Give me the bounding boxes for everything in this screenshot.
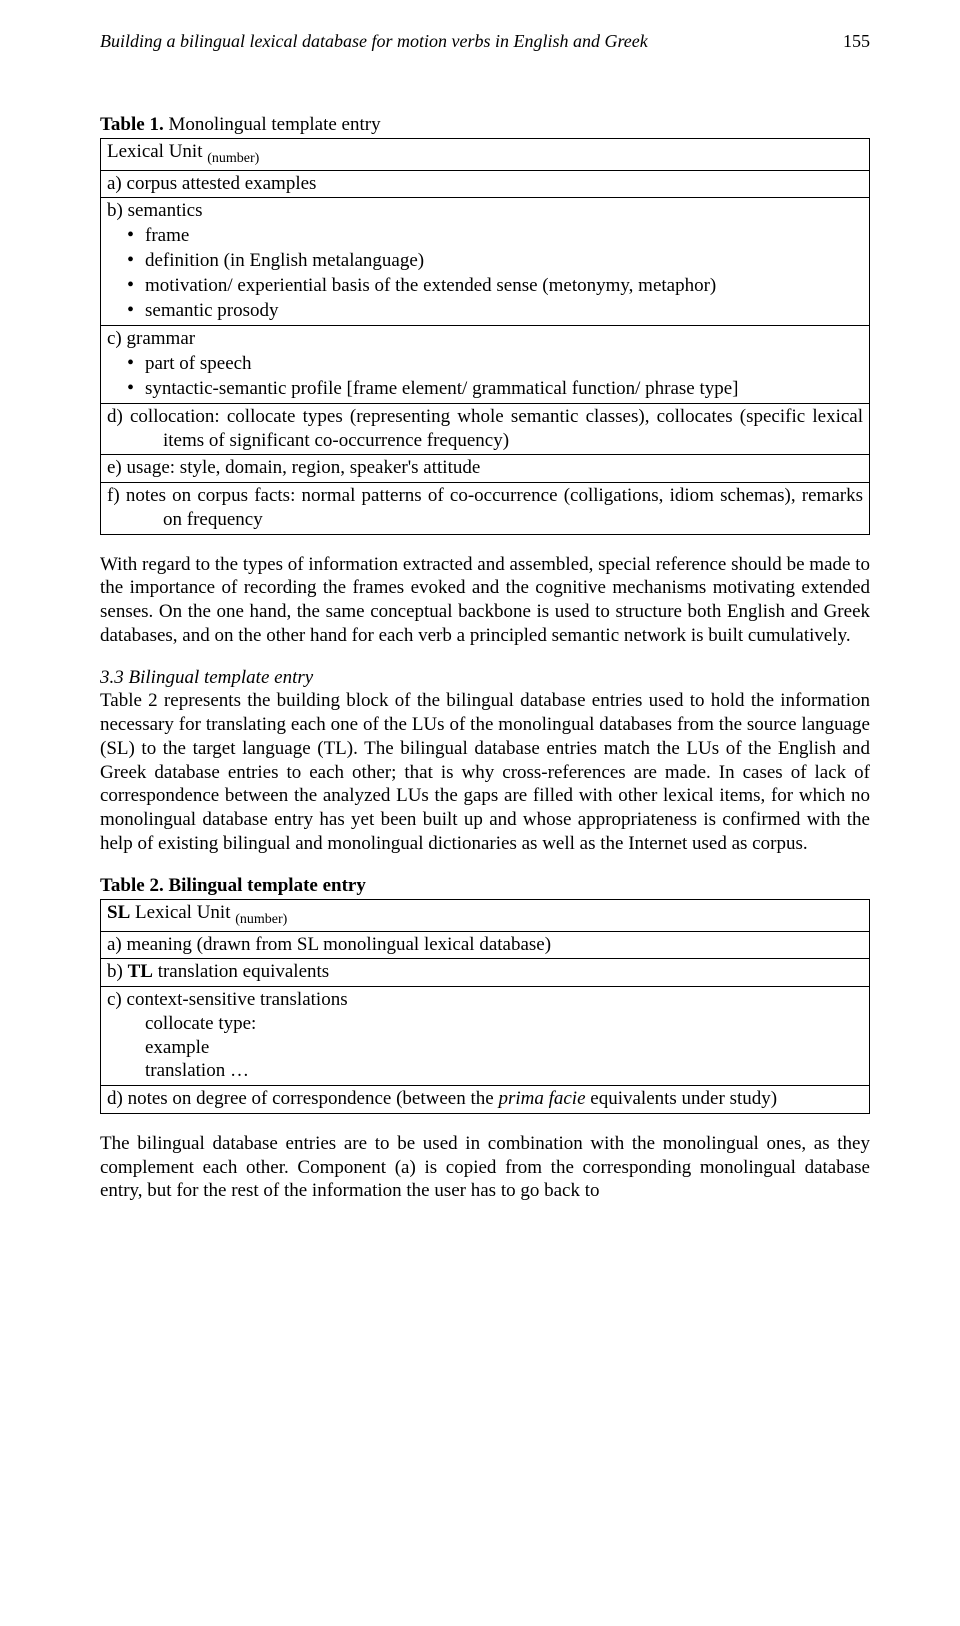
table1-row-d: d) collocation: collocate types (represe…: [101, 403, 870, 455]
table1-c-profile: syntactic-semantic profile [frame elemen…: [145, 376, 863, 401]
table2-b-prefix: b): [107, 961, 128, 982]
table1-c-head: c) grammar: [107, 327, 863, 351]
table2-caption: Table 2. Bilingual template entry: [100, 874, 870, 898]
table2: SL Lexical Unit (number) a) meaning (dra…: [100, 899, 870, 1114]
section-3-3: 3.3 Bilingual template entry Table 2 rep…: [100, 666, 870, 856]
table1-row-e: e) usage: style, domain, region, speaker…: [101, 455, 870, 483]
table2-row-d: d) notes on degree of correspondence (be…: [101, 1086, 870, 1114]
table2-sl-bold: SL: [107, 902, 130, 923]
table1-row-lexical-unit: Lexical Unit (number): [101, 139, 870, 170]
table1-caption: Table 1. Monolingual template entry: [100, 113, 870, 137]
table2-c-collocate: collocate type:: [107, 1012, 863, 1036]
table2-row-b: b) TL translation equivalents: [101, 959, 870, 987]
running-title: Building a bilingual lexical database fo…: [100, 30, 648, 53]
table1-row-c: c) grammar part of speech syntactic-sema…: [101, 326, 870, 404]
table2-c-head: c) context-sensitive translations: [107, 988, 863, 1012]
paragraph-3: The bilingual database entries are to be…: [100, 1132, 870, 1203]
paragraph-2: Table 2 represents the building block of…: [100, 689, 870, 855]
table1-caption-text: Monolingual template entry: [164, 114, 381, 135]
table1-b-motivation: motivation/ experiential basis of the ex…: [145, 273, 863, 298]
table2-row-c: c) context-sensitive translations colloc…: [101, 987, 870, 1086]
table1-row-a: a) corpus attested examples: [101, 170, 870, 198]
table1-lu-prefix: Lexical Unit: [107, 141, 207, 162]
paragraph-1: With regard to the types of information …: [100, 553, 870, 648]
running-header: Building a bilingual lexical database fo…: [100, 30, 870, 53]
table2-lu-sub: (number): [235, 912, 287, 927]
table1-b-definition: definition (in English metalanguage): [145, 248, 863, 273]
table2-d-ital: prima facie: [498, 1088, 585, 1109]
table2-c-example: example: [107, 1036, 863, 1060]
table1: Lexical Unit (number) a) corpus attested…: [100, 138, 870, 534]
page-number: 155: [843, 30, 870, 53]
table2-caption-text: Table 2. Bilingual template entry: [100, 875, 366, 896]
table2-row-a: a) meaning (drawn from SL monolingual le…: [101, 931, 870, 959]
table2-d-b: equivalents under study): [586, 1088, 778, 1109]
table1-d-text: d) collocation: collocate types (represe…: [107, 405, 863, 453]
table2-lu-text: Lexical Unit: [130, 902, 235, 923]
table1-b-head: b) semantics: [107, 199, 863, 223]
table2-row-sl-lu: SL Lexical Unit (number): [101, 900, 870, 931]
table1-f-text: f) notes on corpus facts: normal pattern…: [107, 484, 863, 532]
table2-d-a: d) notes on degree of correspondence (be…: [107, 1088, 498, 1109]
table1-caption-label: Table 1.: [100, 114, 164, 135]
table1-row-f: f) notes on corpus facts: normal pattern…: [101, 483, 870, 535]
table1-b-frame: frame: [145, 223, 863, 248]
table2-c-translation: translation …: [107, 1059, 863, 1083]
table1-b-prosody: semantic prosody: [145, 298, 863, 323]
table1-c-pos: part of speech: [145, 351, 863, 376]
table2-b-rest: translation equivalents: [153, 961, 329, 982]
section-3-3-heading: 3.3 Bilingual template entry: [100, 666, 870, 690]
table2-tl-bold: TL: [128, 961, 153, 982]
table1-lu-sub: (number): [207, 151, 259, 166]
table1-row-b: b) semantics frame definition (in Englis…: [101, 198, 870, 326]
